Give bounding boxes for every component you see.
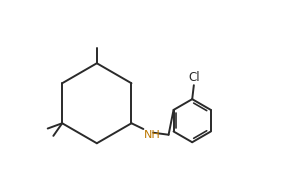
- Text: Cl: Cl: [188, 71, 200, 84]
- Text: NH: NH: [144, 130, 161, 140]
